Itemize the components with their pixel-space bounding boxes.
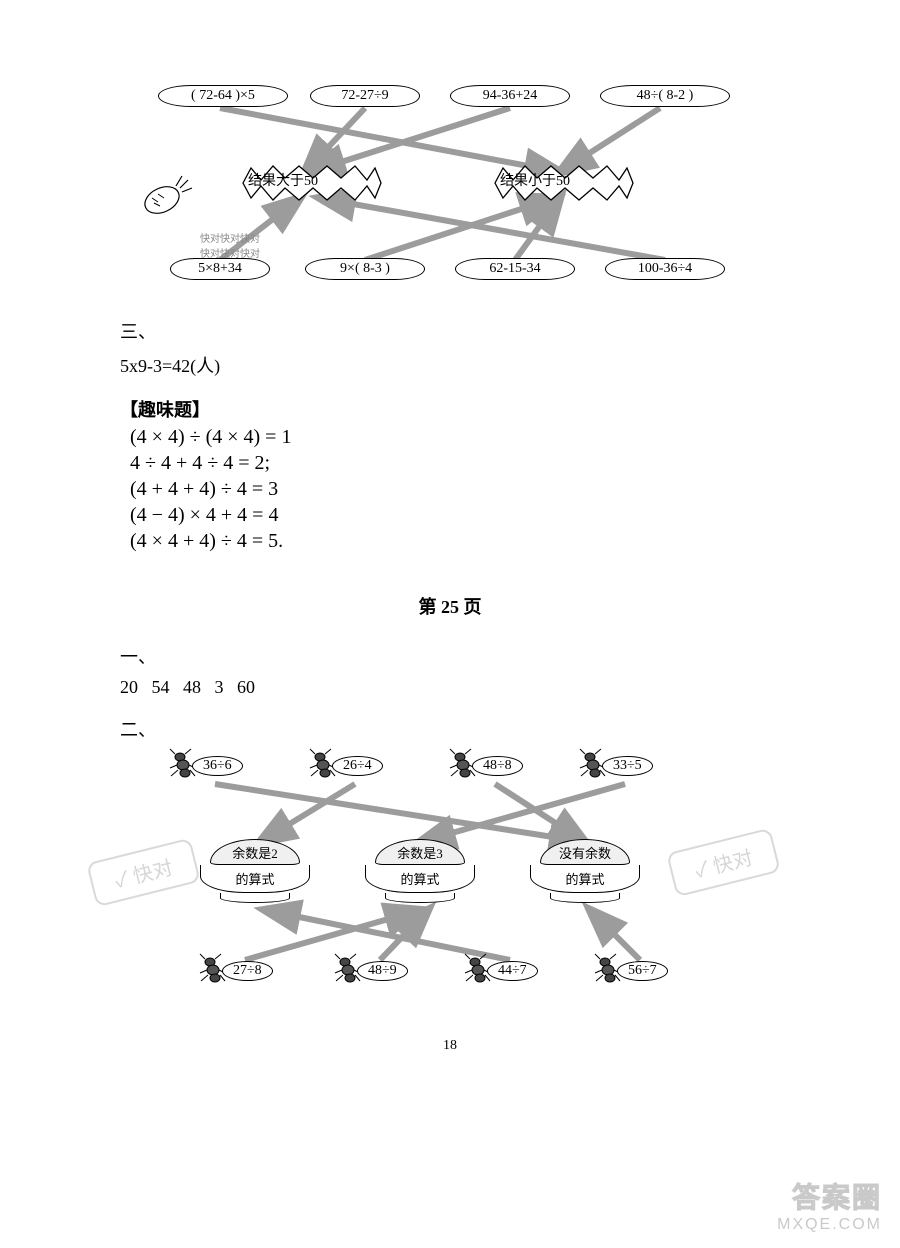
expression-bubble: 48÷( 8-2 ) (600, 85, 730, 107)
fun-equation: (4 × 4 + 4) ÷ 4 = 5. (130, 530, 780, 553)
fun-equation: 4 ÷ 4 + 4 ÷ 4 = 2; (130, 452, 780, 475)
expression-bubble: 5×8+34 (170, 258, 270, 280)
bottom-watermark-line1: 答案圈 (777, 1176, 882, 1216)
category-pot: 余数是3的算式 (355, 835, 485, 907)
row-one-values: 20 54 48 3 60 (120, 677, 780, 698)
bottom-watermark: 答案圈 MXQE.COM (777, 1176, 882, 1234)
figure-1: ( 72-64 )×5 72-27÷9 94-36+24 48÷( 8-2 ) 结果大… (130, 80, 770, 300)
expression-bubble: 94-36+24 (450, 85, 570, 107)
fun-equation: (4 × 4) ÷ (4 × 4) = 1 (130, 426, 780, 449)
ant-expression: 26÷4 (310, 750, 410, 784)
section-one-label: 一、 (120, 643, 780, 669)
section-two-label: 二、 (120, 716, 780, 742)
page-number: 18 (120, 1038, 780, 1054)
ant-expression: 48÷9 (335, 955, 435, 989)
bottom-watermark-line2: MXQE.COM (777, 1216, 882, 1234)
fun-problem-label: 【趣味题】 (120, 396, 780, 422)
ant-expression: 56÷7 (595, 955, 695, 989)
expression-bubble: 62-15-34 (455, 258, 575, 280)
section-three-label: 三、 (120, 318, 780, 344)
category-pot: 余数是2的算式 (190, 835, 320, 907)
expression-bubble: 72-27÷9 (310, 85, 420, 107)
expression-bubble: 9×( 8-3 ) (305, 258, 425, 280)
target-box: 结果大于50 (248, 170, 318, 190)
fun-equation: (4 − 4) × 4 + 4 = 4 (130, 504, 780, 527)
equation-three: 5x9-3=42(人) (120, 352, 780, 378)
small-watermark: 快对快对快对 快对快对快对 (200, 230, 260, 260)
expression-bubble: ( 72-64 )×5 (158, 85, 288, 107)
target-box: 结果小于50 (500, 170, 570, 190)
fun-equation: (4 + 4 + 4) ÷ 4 = 3 (130, 478, 780, 501)
ant-expression: 36÷6 (170, 750, 270, 784)
category-pot: 没有余数的算式 (520, 835, 650, 907)
carrot-icon (140, 170, 200, 220)
ant-expression: 48÷8 (450, 750, 550, 784)
ant-expression: 27÷8 (200, 955, 300, 989)
ant-expression: 44÷7 (465, 955, 565, 989)
ant-expression: 33÷5 (580, 750, 680, 784)
expression-bubble: 100-36÷4 (605, 258, 725, 280)
page-25-header: 第 25 页 (120, 593, 780, 619)
